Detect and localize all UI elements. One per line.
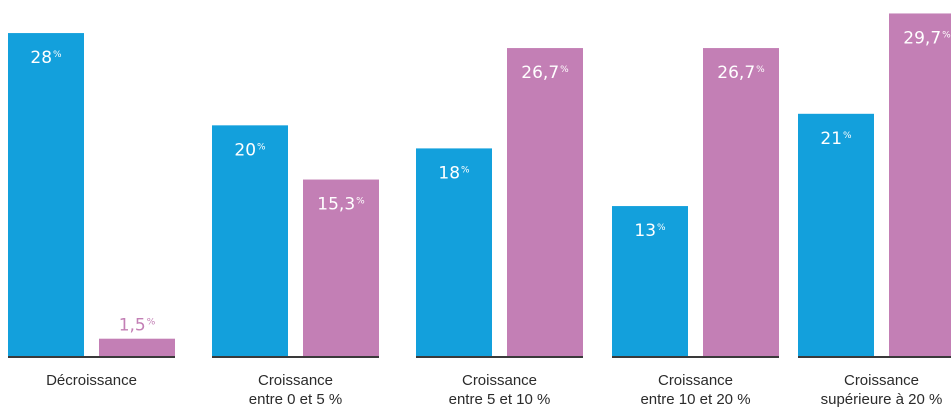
bar-s1-c0 bbox=[99, 338, 175, 356]
value-label-s0-c0: 28% bbox=[30, 48, 62, 68]
bar-s1-c2 bbox=[507, 48, 583, 357]
bar-s0-c2 bbox=[416, 148, 492, 356]
bar-s1-c3 bbox=[703, 48, 779, 357]
baselines bbox=[8, 356, 951, 358]
baseline-2 bbox=[416, 356, 583, 358]
baseline-4 bbox=[798, 356, 951, 358]
bar-s0-c1 bbox=[212, 125, 288, 356]
bar-s1-c1 bbox=[303, 179, 379, 356]
value-label-s1-c4: 29,7% bbox=[903, 28, 951, 48]
baseline-3 bbox=[612, 356, 779, 358]
bar-s0-c4 bbox=[798, 113, 874, 356]
data-labels: 28% 1,5% 20% 15,3% 18% 26,7% 13% 26,7% 21% 29,7% bbox=[30, 28, 951, 335]
value-label-s0-c3: 13% bbox=[634, 221, 666, 241]
category-label-4: Croissance supérieure à 20 % bbox=[821, 372, 943, 408]
value-label-s1-c2: 26,7% bbox=[521, 63, 569, 83]
category-labels: Décroissance Croissance entre 0 et 5 % Croi… bbox=[46, 372, 942, 408]
baseline-1 bbox=[212, 356, 379, 358]
bars bbox=[8, 13, 951, 357]
category-label-1: Croissance entre 0 et 5 % bbox=[249, 372, 342, 408]
category-label-2: Croissance entre 5 et 10 % bbox=[449, 372, 551, 408]
bar-s0-c0 bbox=[8, 33, 84, 357]
bar-s1-c4 bbox=[889, 13, 951, 357]
value-label-s1-c0: 1,5% bbox=[119, 316, 156, 336]
value-label-s1-c1: 15,3% bbox=[317, 195, 365, 215]
category-label-3: Croissance entre 10 et 20 % bbox=[640, 372, 750, 408]
bar-s0-c3 bbox=[612, 206, 688, 356]
category-label-0: Décroissance bbox=[46, 372, 137, 389]
value-label-s0-c4: 21% bbox=[820, 129, 852, 149]
value-label-s1-c3: 26,7% bbox=[717, 63, 765, 83]
value-label-s0-c2: 18% bbox=[438, 163, 470, 183]
value-label-s0-c1: 20% bbox=[234, 140, 266, 160]
baseline-0 bbox=[8, 356, 175, 358]
